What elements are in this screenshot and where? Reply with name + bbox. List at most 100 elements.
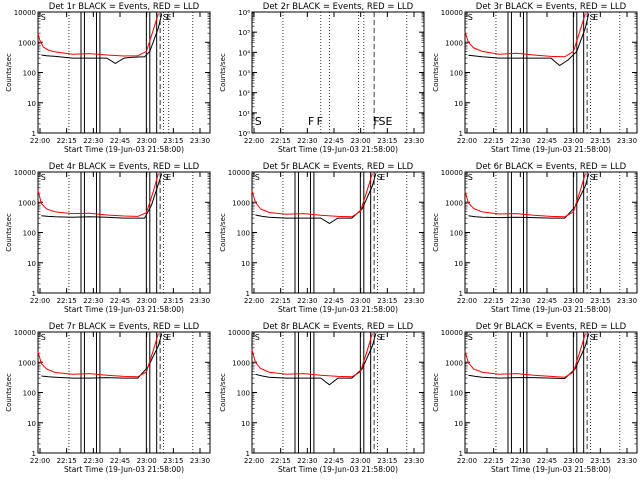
annotation-label: S bbox=[41, 173, 46, 182]
plot-frame bbox=[251, 171, 425, 294]
panel-title: Det 3r BLACK = Events, RED = LLD bbox=[476, 2, 627, 12]
annotation-label: F bbox=[317, 115, 323, 128]
plot-frame bbox=[464, 11, 638, 134]
x-tick-label: 23:30 bbox=[404, 297, 424, 305]
x-tick-label: 23:30 bbox=[190, 297, 210, 305]
x-tick-label: 23:30 bbox=[617, 137, 637, 145]
annotation-label: E bbox=[593, 13, 598, 22]
x-tick-label: 22:45 bbox=[110, 137, 130, 145]
y-tick-label: 100 bbox=[237, 390, 250, 398]
plot-frame bbox=[251, 11, 425, 134]
x-tick-label: 22:15 bbox=[484, 297, 504, 305]
x-tick-label: 23:30 bbox=[617, 297, 637, 305]
plot-frame bbox=[464, 331, 638, 454]
annotation-label: S bbox=[590, 333, 595, 342]
x-tick-label: 22:30 bbox=[297, 457, 317, 465]
detector-panel-1: Det 1r BLACK = Events, RED = LLD 1 10 100 10… bbox=[5, 2, 211, 154]
x-tick-label: 22:15 bbox=[271, 457, 291, 465]
annotation-label: E bbox=[593, 173, 598, 182]
y-axis-label: Counts/sec bbox=[5, 373, 13, 412]
annotation-label: S bbox=[41, 333, 46, 342]
annotation-label: S bbox=[255, 333, 260, 342]
x-tick-label: 22:30 bbox=[83, 457, 103, 465]
y-axis-label: Counts/sec bbox=[5, 213, 13, 252]
x-tick-label: 22:15 bbox=[484, 457, 504, 465]
y-tick-label: 1000 bbox=[232, 199, 250, 207]
detector-panel-4: Det 4r BLACK = Events, RED = LLD 1 10 100 10… bbox=[5, 162, 211, 314]
events-series-line bbox=[255, 173, 377, 224]
panel-title: Det 4r BLACK = Events, RED = LLD bbox=[49, 162, 200, 172]
events-series-line bbox=[468, 333, 590, 380]
annotation-label: S bbox=[590, 173, 595, 182]
x-tick-label: 22:30 bbox=[510, 137, 530, 145]
lld-series-line bbox=[37, 333, 159, 378]
y-tick-label: 10⁵ bbox=[238, 29, 250, 37]
x-tick-label: 22:00 bbox=[30, 297, 50, 305]
x-tick-label: 23:15 bbox=[590, 297, 610, 305]
y-tick-label: 1000 bbox=[18, 39, 36, 47]
events-series-line bbox=[468, 173, 590, 219]
detector-panel-7: Det 7r BLACK = Events, RED = LLD 1 10 100 10… bbox=[5, 322, 211, 474]
detector-panel-8: Det 8r BLACK = Events, RED = LLD 1 10 100 10… bbox=[219, 322, 425, 474]
y-axis-label: Counts/sec bbox=[219, 213, 227, 252]
x-tick-label: 23:30 bbox=[190, 457, 210, 465]
lld-series-line bbox=[464, 173, 586, 218]
panel-title: Det 9r BLACK = Events, RED = LLD bbox=[476, 322, 627, 332]
y-tick-label: 100 bbox=[450, 230, 463, 238]
x-tick-label: 22:00 bbox=[244, 137, 264, 145]
x-tick-label: 22:45 bbox=[537, 457, 557, 465]
x-tick-label: 23:30 bbox=[404, 137, 424, 145]
lld-series-line bbox=[251, 333, 373, 378]
y-tick-label: 10¹ bbox=[238, 110, 250, 118]
events-series-line bbox=[255, 333, 377, 386]
y-axis-label: Counts/sec bbox=[432, 53, 440, 92]
y-tick-label: 1000 bbox=[445, 39, 463, 47]
x-tick-label: 23:15 bbox=[377, 137, 397, 145]
annotation-label: S bbox=[163, 13, 168, 22]
plot-frame bbox=[464, 171, 638, 294]
annotation-label: S bbox=[255, 115, 262, 128]
x-tick-label: 22:30 bbox=[83, 137, 103, 145]
y-tick-label: 100 bbox=[23, 70, 36, 78]
x-tick-label: 23:15 bbox=[590, 137, 610, 145]
y-axis-label: Counts/sec bbox=[219, 373, 227, 412]
x-tick-label: 23:15 bbox=[590, 457, 610, 465]
y-tick-label: 10 bbox=[241, 260, 250, 268]
y-tick-label: 1 bbox=[459, 130, 463, 138]
x-tick-label: 22:45 bbox=[324, 297, 344, 305]
y-tick-label: 10 bbox=[454, 260, 463, 268]
events-series-line bbox=[41, 13, 163, 64]
events-series-line bbox=[41, 173, 163, 219]
x-tick-label: 22:30 bbox=[83, 297, 103, 305]
y-tick-label: 10000 bbox=[228, 329, 250, 337]
y-tick-label: 1000 bbox=[445, 359, 463, 367]
x-tick-label: 22:15 bbox=[57, 297, 77, 305]
x-tick-label: 22:00 bbox=[244, 297, 264, 305]
lld-series-line bbox=[37, 13, 159, 57]
panel-title: Det 8r BLACK = Events, RED = LLD bbox=[263, 322, 414, 332]
y-tick-label: 10000 bbox=[228, 169, 250, 177]
x-axis-label: Start Time (19-Jun-03 21:58:00) bbox=[64, 145, 184, 154]
x-tick-label: 22:00 bbox=[457, 297, 477, 305]
y-tick-label: 10 bbox=[454, 100, 463, 108]
panel-title: Det 2r BLACK = Events, RED = LLD bbox=[263, 2, 414, 12]
detector-panel-2: Det 2r BLACK = Events, RED = LLD 10⁰ 10¹ 10… bbox=[219, 2, 425, 154]
y-tick-label: 10000 bbox=[441, 169, 463, 177]
y-tick-label: 10000 bbox=[441, 329, 463, 337]
x-axis-label: Start Time (19-Jun-03 21:58:00) bbox=[64, 465, 184, 474]
y-axis-label: Counts/sec bbox=[432, 213, 440, 252]
y-tick-label: 10⁶ bbox=[238, 9, 250, 17]
x-tick-label: 22:30 bbox=[510, 457, 530, 465]
x-tick-label: 23:15 bbox=[163, 297, 183, 305]
x-axis-label: Start Time (19-Jun-03 21:58:00) bbox=[491, 145, 611, 154]
plot-frame bbox=[251, 331, 425, 454]
x-tick-label: 23:00 bbox=[137, 297, 157, 305]
y-tick-label: 10 bbox=[27, 100, 36, 108]
y-tick-label: 10² bbox=[238, 90, 250, 98]
annotation-label: S bbox=[590, 13, 595, 22]
plot-frame bbox=[37, 171, 211, 294]
y-tick-label: 10000 bbox=[441, 9, 463, 17]
annotation-label: E bbox=[166, 173, 171, 182]
y-tick-label: 100 bbox=[450, 390, 463, 398]
x-tick-label: 23:00 bbox=[564, 297, 584, 305]
